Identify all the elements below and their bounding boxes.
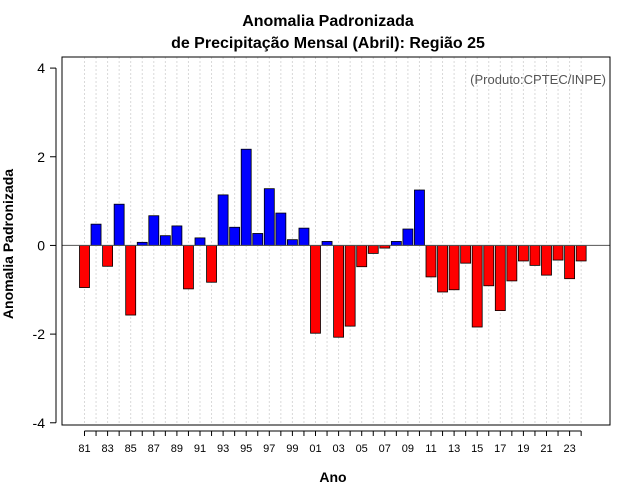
bar-99 [286, 239, 298, 246]
x-axis: 81 83 85 87 89 91 93 95 97 99 01 03 05 07 09 11 13 15 17 19… [78, 430, 582, 455]
bar-04 [344, 245, 356, 327]
bar-81 [79, 245, 90, 288]
x-tick-label: 97 [263, 443, 275, 455]
bar-14 [460, 245, 472, 264]
x-tick-label: 91 [194, 443, 206, 455]
bar-15 [471, 245, 483, 328]
x-tick-label: 17 [494, 443, 506, 455]
bar-09 [402, 228, 414, 246]
bar-87 [148, 215, 160, 246]
bar-17 [494, 245, 506, 312]
bar-06 [367, 245, 379, 254]
x-axis-title: Ano [319, 469, 346, 485]
x-tick-label: 11 [425, 443, 436, 455]
bar-00 [298, 227, 310, 246]
bar-90 [183, 245, 194, 290]
x-tick-label: 99 [286, 443, 298, 455]
x-tick-label: 87 [148, 443, 160, 455]
y-axis-title: Anomalia Padronizada [0, 169, 16, 319]
x-tick-label: 05 [356, 443, 368, 455]
bar-22 [552, 245, 564, 261]
y-tick-label: 0 [37, 237, 45, 253]
chart-title-line-2: de Precipitação Mensal (Abril): Região 2… [171, 35, 485, 52]
bar-16 [483, 245, 495, 287]
bar-83 [102, 245, 113, 267]
bar-97 [263, 188, 275, 246]
bar-23 [564, 245, 575, 280]
x-tick-label: 21 [540, 443, 552, 455]
bar-11 [425, 245, 437, 278]
bar-19 [518, 245, 529, 262]
y-tick-label: 4 [37, 60, 45, 76]
bar-85 [125, 245, 137, 316]
bar-98 [275, 212, 287, 246]
x-tick-label: 23 [563, 443, 575, 455]
credit-label: (Produto:CPTEC/INPE) [470, 72, 606, 87]
x-tick-label: 85 [125, 443, 137, 455]
x-tick-label: 81 [78, 443, 90, 455]
x-tick-label: 93 [217, 443, 229, 455]
y-tick-label: -4 [33, 415, 46, 431]
bar-93 [217, 194, 229, 246]
bar-10 [414, 189, 425, 246]
bar-88 [159, 235, 171, 246]
x-tick-label: 15 [471, 443, 483, 455]
x-tick-label: 19 [517, 443, 529, 455]
bar-94 [229, 226, 241, 246]
bar-18 [506, 245, 518, 282]
bar-05 [356, 245, 368, 268]
bar-03 [333, 245, 345, 338]
x-tick-label: 95 [240, 443, 252, 455]
x-tick-label: 89 [171, 443, 183, 455]
y-tick-label: 2 [37, 149, 45, 165]
plot-area-border [61, 56, 611, 426]
bar-84 [113, 203, 125, 246]
bar-12 [437, 245, 448, 293]
y-tick-label: -2 [33, 326, 46, 342]
bar-21 [541, 245, 552, 276]
bar-13 [448, 245, 460, 291]
bar-89 [171, 225, 183, 246]
chart-title-line-1: Anomalia Padronizada [242, 13, 414, 30]
x-tick-label: 83 [101, 443, 113, 455]
bar-91 [194, 237, 206, 246]
bar-24 [575, 245, 587, 262]
bar-08 [390, 241, 402, 246]
x-tick-label: 13 [448, 443, 460, 455]
bar-92 [206, 245, 217, 283]
bar-01 [310, 245, 321, 334]
x-tick-label: 09 [402, 443, 414, 455]
bar-82 [90, 223, 102, 246]
bar-02 [321, 241, 333, 246]
x-tick-label: 07 [379, 443, 391, 455]
y-axis: -4 -2 0 2 4 [33, 60, 57, 431]
x-tick-label: 03 [332, 443, 344, 455]
bars-group [79, 148, 587, 338]
bar-20 [529, 245, 541, 266]
bar-96 [252, 233, 264, 246]
x-tick-label: 01 [309, 443, 321, 455]
bar-95 [240, 148, 252, 246]
